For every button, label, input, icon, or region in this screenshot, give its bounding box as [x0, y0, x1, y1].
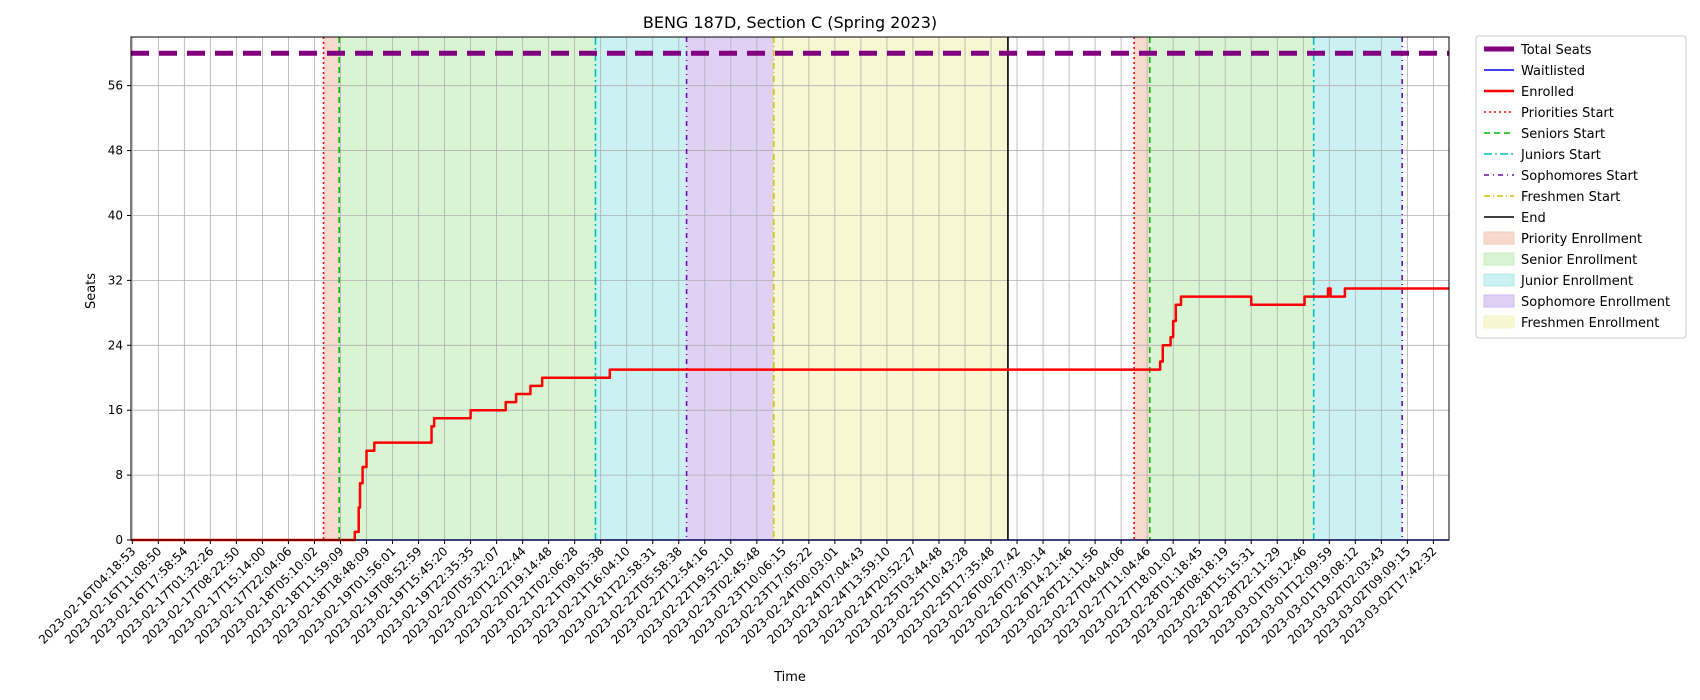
legend-entry: Seniors Start [1484, 127, 1605, 142]
legend-entry: Juniors Start [1484, 148, 1601, 163]
legend-swatch [1483, 315, 1515, 329]
legend-swatch [1483, 252, 1515, 266]
legend-entry: Junior Enrollment [1483, 273, 1633, 289]
legend-label: Freshmen Enrollment [1521, 316, 1659, 331]
legend-entry: Sophomores Start [1484, 169, 1638, 184]
legend-label: Total Seats [1520, 43, 1592, 58]
legend-label: Priority Enrollment [1521, 232, 1642, 247]
band-priority-enrollment [323, 37, 340, 540]
chart-title: BENG 187D, Section C (Spring 2023) [643, 13, 937, 32]
legend-label: Freshmen Start [1521, 190, 1620, 205]
y-tick-label: 8 [115, 468, 123, 482]
legend-entry: Priorities Start [1484, 106, 1614, 121]
legend-entry: Senior Enrollment [1483, 252, 1637, 268]
y-tick-label: 16 [108, 403, 123, 417]
legend-entry: Waitlisted [1484, 64, 1585, 79]
legend: Total Seats Waitlisted Enrolled Priorities … [1475, 35, 1687, 339]
legend-entry: Priority Enrollment [1483, 231, 1642, 247]
band-junior-enrollment [595, 37, 687, 540]
y-axis-label: Seats [84, 273, 99, 309]
legend-entry: Freshmen Start [1484, 190, 1620, 205]
legend-box [1475, 35, 1687, 339]
legend-entry: End [1484, 211, 1546, 226]
legend-label: Sophomores Start [1521, 169, 1638, 184]
legend-label: Sophomore Enrollment [1521, 295, 1670, 310]
legend-label: Waitlisted [1521, 64, 1585, 79]
legend-swatch [1483, 294, 1515, 308]
y-tick-label: 0 [115, 533, 123, 547]
legend-label: Enrolled [1521, 85, 1574, 100]
band-senior-enrollment [339, 37, 596, 540]
plot-frame [130, 36, 1450, 541]
legend-entry: Sophomore Enrollment [1483, 294, 1670, 310]
series-enrolled [131, 287, 1449, 542]
y-tick-label: 56 [108, 79, 123, 93]
band-sophomore-enrollment [686, 37, 774, 540]
legend-label: End [1521, 211, 1546, 226]
legend-label: Juniors Start [1520, 148, 1601, 163]
legend-entry: Total Seats [1484, 43, 1592, 58]
y-tick-label: 40 [108, 208, 123, 222]
band-freshmen-enrollment [773, 37, 1008, 540]
legend-swatch [1483, 231, 1515, 245]
band-senior-enrollment [1149, 37, 1314, 540]
legend-swatch [1483, 273, 1515, 287]
y-tick-label: 48 [108, 144, 123, 158]
legend-label: Junior Enrollment [1520, 274, 1633, 289]
legend-entry: Enrolled [1484, 85, 1574, 100]
plot-area: 081624324048562023-02-16T04:18:532023-02… [36, 36, 1450, 647]
legend-entry: Freshmen Enrollment [1483, 315, 1659, 331]
legend-label: Priorities Start [1521, 106, 1614, 121]
x-axis-label: Time [773, 670, 806, 685]
band-priority-enrollment [1134, 37, 1150, 540]
y-tick-label: 32 [108, 273, 123, 287]
legend-label: Seniors Start [1521, 127, 1605, 142]
y-tick-label: 24 [108, 338, 123, 352]
legend-label: Senior Enrollment [1521, 253, 1637, 268]
